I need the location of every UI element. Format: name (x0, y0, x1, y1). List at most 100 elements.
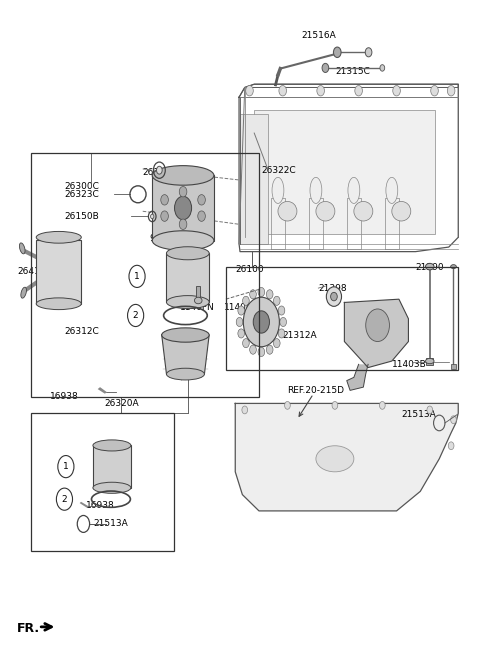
Circle shape (380, 64, 384, 71)
Ellipse shape (156, 166, 162, 174)
Circle shape (266, 290, 273, 299)
Circle shape (250, 345, 256, 354)
Text: REF.20-215D: REF.20-215D (288, 386, 345, 395)
Text: 1: 1 (134, 272, 140, 281)
Text: 94750: 94750 (150, 234, 179, 243)
Ellipse shape (451, 265, 456, 269)
Text: 26322C: 26322C (261, 166, 296, 175)
Circle shape (253, 311, 269, 333)
Ellipse shape (425, 359, 434, 364)
Circle shape (380, 401, 385, 409)
Text: 21513A: 21513A (93, 520, 128, 528)
Ellipse shape (278, 202, 297, 221)
Bar (254, 110, 434, 234)
Text: 21516A: 21516A (301, 31, 336, 40)
Circle shape (322, 63, 329, 72)
Circle shape (129, 265, 145, 288)
Bar (93, 445, 131, 487)
Bar (196, 286, 200, 300)
Ellipse shape (354, 202, 373, 221)
Circle shape (242, 296, 249, 306)
Polygon shape (344, 299, 408, 367)
Ellipse shape (36, 298, 81, 309)
Circle shape (355, 85, 362, 96)
Bar (240, 114, 268, 244)
Circle shape (242, 338, 249, 348)
Text: 1140HG: 1140HG (224, 303, 261, 312)
Circle shape (161, 194, 168, 205)
Polygon shape (235, 403, 458, 511)
Circle shape (238, 306, 244, 315)
Ellipse shape (152, 231, 214, 250)
Circle shape (198, 211, 205, 221)
Ellipse shape (310, 177, 322, 204)
Circle shape (236, 317, 243, 327)
Ellipse shape (272, 177, 284, 204)
Ellipse shape (152, 166, 214, 185)
Circle shape (365, 48, 372, 57)
Circle shape (179, 219, 187, 229)
Bar (36, 240, 81, 304)
Text: 21315C: 21315C (335, 66, 370, 76)
Circle shape (393, 85, 400, 96)
Circle shape (279, 85, 287, 96)
Text: FR.: FR. (17, 622, 40, 635)
Polygon shape (97, 387, 107, 394)
Ellipse shape (21, 287, 26, 298)
Text: 26150B: 26150B (143, 168, 178, 177)
Ellipse shape (316, 202, 335, 221)
Circle shape (179, 187, 187, 197)
Bar (226, 267, 458, 369)
Circle shape (274, 296, 280, 306)
Circle shape (243, 297, 279, 347)
Circle shape (198, 194, 205, 205)
Text: 26323C: 26323C (64, 190, 99, 199)
Ellipse shape (167, 247, 209, 260)
Text: 21398: 21398 (318, 284, 347, 292)
Circle shape (427, 406, 432, 414)
Text: 26150B: 26150B (64, 212, 99, 221)
Text: 26300C: 26300C (64, 182, 99, 191)
Ellipse shape (174, 255, 184, 265)
Text: 16938: 16938 (86, 501, 115, 510)
Text: 26320A: 26320A (104, 399, 139, 408)
Bar (152, 175, 214, 240)
Ellipse shape (36, 231, 81, 243)
Circle shape (258, 288, 264, 296)
Bar (426, 359, 433, 365)
Ellipse shape (162, 328, 209, 342)
Circle shape (431, 85, 438, 96)
Text: 21390: 21390 (416, 263, 444, 272)
Circle shape (161, 211, 168, 221)
Circle shape (274, 338, 280, 348)
Text: 2: 2 (133, 311, 138, 320)
Ellipse shape (331, 292, 337, 301)
Bar (167, 253, 209, 302)
Circle shape (285, 401, 290, 409)
Bar (31, 152, 259, 397)
Circle shape (238, 329, 244, 338)
Circle shape (250, 290, 256, 299)
Circle shape (278, 329, 285, 338)
Text: 21513A: 21513A (401, 410, 436, 419)
Circle shape (258, 348, 264, 357)
Circle shape (246, 85, 253, 96)
Ellipse shape (151, 214, 154, 219)
Text: 26100: 26100 (235, 265, 264, 275)
Circle shape (266, 345, 273, 354)
Ellipse shape (93, 482, 131, 493)
Text: 16938: 16938 (50, 392, 79, 401)
Circle shape (451, 416, 456, 424)
Circle shape (175, 196, 192, 219)
Circle shape (366, 309, 389, 342)
Polygon shape (347, 365, 368, 390)
Ellipse shape (194, 297, 202, 304)
Text: 21312A: 21312A (283, 330, 317, 340)
Circle shape (56, 488, 72, 510)
Text: 1: 1 (63, 462, 69, 471)
Ellipse shape (348, 177, 360, 204)
Circle shape (448, 442, 454, 449)
Polygon shape (80, 502, 89, 508)
Ellipse shape (19, 243, 25, 254)
Ellipse shape (326, 287, 342, 306)
